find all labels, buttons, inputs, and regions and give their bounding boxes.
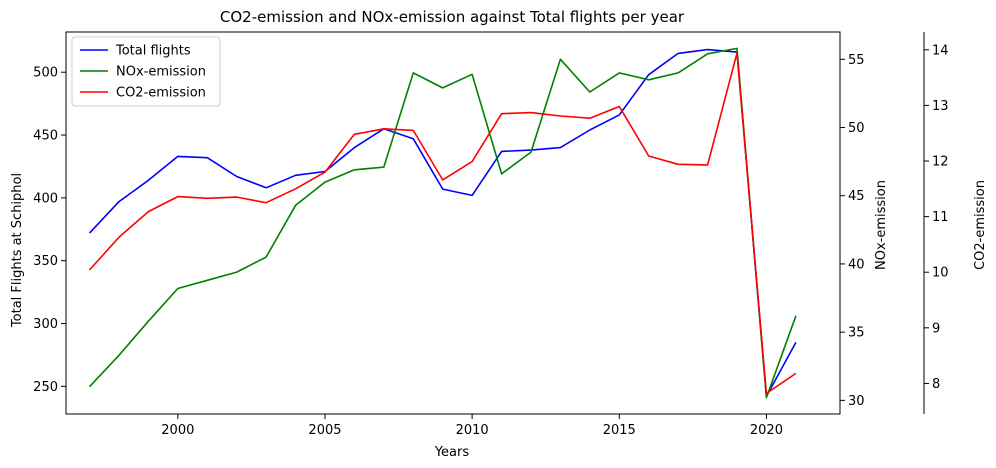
series-line-co2-emission bbox=[88, 52, 797, 395]
co2-axis-label: CO2-emission bbox=[973, 180, 988, 270]
co2-tick-label: 8 bbox=[932, 377, 940, 392]
nox-tick-label: 45 bbox=[848, 189, 865, 204]
left-tick-label: 400 bbox=[33, 191, 58, 206]
chart-title: CO2-emission and NOx-emission against To… bbox=[220, 8, 685, 26]
nox-tick-label: 50 bbox=[848, 121, 865, 136]
x-axis-label: Years bbox=[434, 445, 470, 460]
co2-tick-label: 11 bbox=[932, 210, 949, 225]
left-tick-label: 450 bbox=[33, 129, 58, 144]
plot-frame bbox=[65, 31, 841, 415]
plot-area bbox=[65, 31, 841, 415]
series-line-total-flights bbox=[88, 48, 797, 398]
left-tick-label: 500 bbox=[33, 66, 58, 81]
x-tick-label: 2000 bbox=[161, 423, 194, 438]
legend-label-co2-emission: CO2-emission bbox=[116, 86, 206, 101]
left-axis-label: Total Flights at Schiphol bbox=[10, 173, 25, 328]
legend-label-total-flights: Total flights bbox=[115, 44, 191, 59]
nox-tick-label: 35 bbox=[848, 326, 865, 341]
legend-box bbox=[71, 36, 221, 107]
co2-tick-label: 12 bbox=[932, 155, 949, 170]
nox-tick-label: 55 bbox=[848, 53, 865, 68]
nox-tick-label: 40 bbox=[848, 257, 865, 272]
co2-tick-label: 9 bbox=[932, 321, 940, 336]
x-tick-label: 2015 bbox=[603, 423, 636, 438]
legend-label-nox-emission: NOx-emission bbox=[116, 65, 206, 80]
axes-layer: 2000 2005 2010 2015 2020 250 300 350 400 450 500 30… bbox=[33, 32, 949, 438]
nox-axis-label: NOx-emission bbox=[874, 180, 889, 270]
co2-tick-label: 10 bbox=[932, 266, 949, 281]
left-tick-label: 300 bbox=[33, 317, 58, 332]
co2-tick-label: 14 bbox=[932, 43, 949, 58]
co2-tick-label: 13 bbox=[932, 99, 949, 114]
series-line-nox-emission bbox=[88, 47, 797, 399]
x-tick-label: 2005 bbox=[308, 423, 341, 438]
nox-tick-label: 30 bbox=[848, 394, 865, 409]
left-tick-label: 350 bbox=[33, 254, 58, 269]
left-tick-label: 250 bbox=[33, 380, 58, 395]
x-tick-label: 2010 bbox=[456, 423, 489, 438]
legend: Total flights NOx-emission CO2-emission bbox=[71, 36, 221, 107]
series-layer bbox=[88, 47, 797, 399]
x-tick-label: 2020 bbox=[750, 423, 783, 438]
